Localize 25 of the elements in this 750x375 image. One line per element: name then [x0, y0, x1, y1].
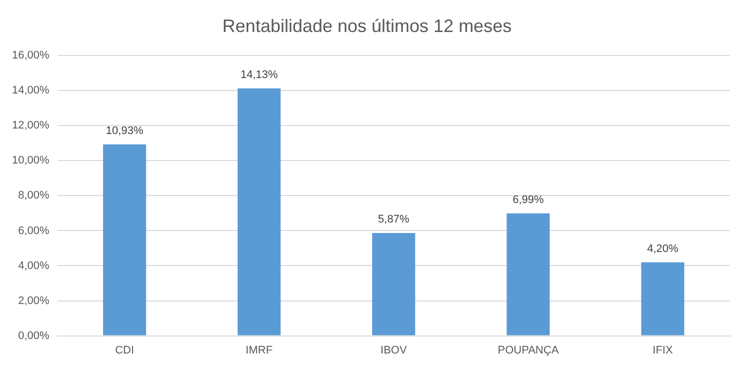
- data-label: 6,99%: [512, 194, 544, 206]
- data-label: 5,87%: [378, 214, 410, 226]
- y-tick-label: 14,00%: [12, 84, 50, 97]
- y-tick-label: 4,00%: [18, 260, 50, 272]
- data-label: 10,93%: [106, 124, 144, 137]
- x-tick-label: IBOV: [380, 344, 408, 356]
- chart-title: Rentabilidade nos últimos 12 meses: [222, 16, 512, 36]
- x-tick-label: IFIX: [652, 344, 674, 356]
- bar: [238, 88, 281, 336]
- x-tick-label: POUPANÇA: [498, 344, 560, 356]
- y-tick-label: 6,00%: [18, 224, 50, 237]
- data-label: 4,20%: [647, 242, 679, 255]
- x-tick-label: CDI: [115, 344, 134, 356]
- data-label: 14,13%: [240, 68, 278, 81]
- y-tick-label: 16,00%: [12, 50, 50, 62]
- y-tick-label: 12,00%: [12, 120, 50, 132]
- bar: [641, 262, 684, 336]
- y-tick-label: 10,00%: [12, 154, 50, 167]
- x-tick-label: IMRF: [246, 344, 273, 356]
- y-tick-label: 8,00%: [18, 190, 50, 202]
- bar: [103, 144, 146, 336]
- bar: [372, 233, 416, 336]
- y-tick-label: 2,00%: [18, 294, 50, 307]
- bar: [506, 213, 550, 336]
- y-tick-label: 0,00%: [18, 330, 50, 342]
